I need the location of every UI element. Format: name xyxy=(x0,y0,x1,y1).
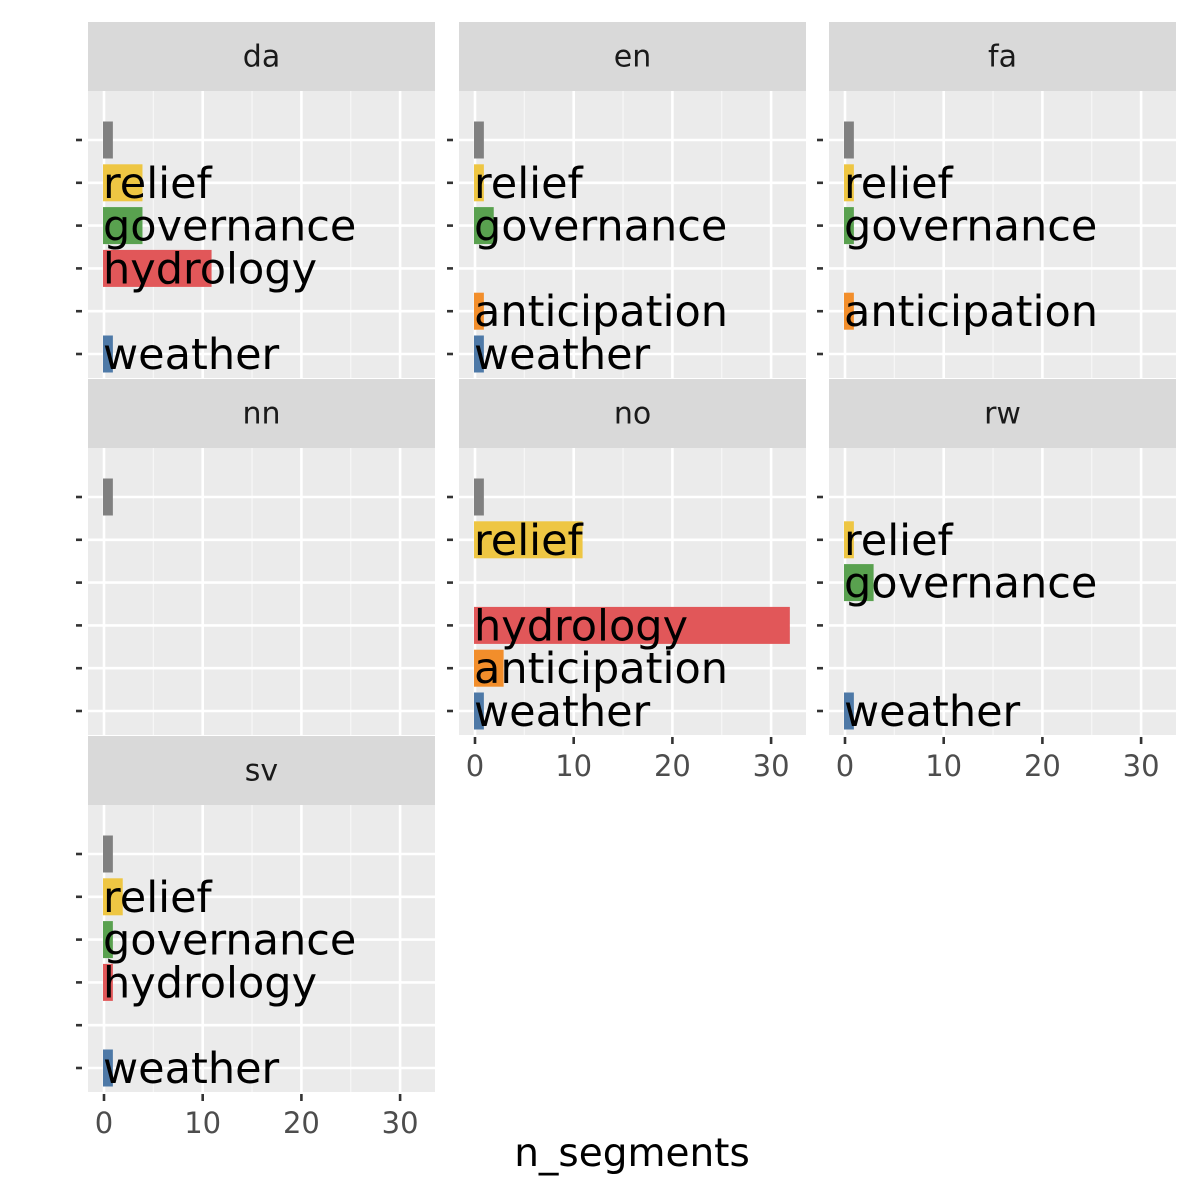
bar-anticipation xyxy=(844,292,854,330)
bar-weather xyxy=(844,692,854,730)
bar-governance xyxy=(103,207,143,245)
facet-strip-label: nn xyxy=(242,397,280,432)
bar-governance xyxy=(844,207,854,245)
x-tick-label: 30 xyxy=(1123,749,1160,783)
bar-unlabeled xyxy=(474,478,484,516)
bar-weather xyxy=(474,692,484,730)
bar-label-weather: weather xyxy=(103,1044,280,1094)
bar-weather xyxy=(103,335,113,373)
facet-panels: dareliefgovernancehydrologyweatherenreli… xyxy=(76,22,1176,1140)
bar-label-weather: weather xyxy=(474,687,651,737)
bar-relief xyxy=(474,521,583,559)
x-tick-label: 0 xyxy=(95,1106,113,1140)
bar-label-hydrology: hydrology xyxy=(103,958,317,1008)
bar-label-hydrology: hydrology xyxy=(103,244,317,294)
bar-label-governance: governance xyxy=(103,202,356,252)
x-tick-label: 20 xyxy=(1024,749,1061,783)
x-tick-label: 10 xyxy=(925,749,962,783)
facet-strip xyxy=(88,22,435,91)
bar-label-relief: relief xyxy=(474,516,584,566)
bar-relief xyxy=(474,164,484,202)
bar-governance xyxy=(474,207,494,245)
facet-strip-label: fa xyxy=(988,40,1017,75)
bar-label-relief: relief xyxy=(844,159,954,209)
x-tick-label: 10 xyxy=(555,749,592,783)
bar-label-relief: relief xyxy=(103,873,213,923)
x-tick-label: 20 xyxy=(283,1106,320,1140)
bar-unlabeled xyxy=(103,121,113,159)
facet-strip-label: da xyxy=(243,40,280,75)
bar-relief xyxy=(103,164,143,202)
facet-panel-nn: nn xyxy=(76,379,435,735)
x-tick-label: 30 xyxy=(382,1106,419,1140)
bar-governance xyxy=(103,921,113,959)
facet-strip xyxy=(459,22,806,91)
facet-strip-label: sv xyxy=(245,754,278,789)
bar-unlabeled xyxy=(844,121,854,159)
bar-label-relief: relief xyxy=(474,159,584,209)
facet-strip-label: en xyxy=(614,40,651,75)
bar-label-anticipation: anticipation xyxy=(474,644,728,694)
facet-strip-label: rw xyxy=(984,397,1021,432)
bar-label-anticipation: anticipation xyxy=(844,287,1098,337)
bar-hydrology xyxy=(103,963,113,1001)
bar-label-hydrology: hydrology xyxy=(474,601,688,651)
facet-strip xyxy=(88,379,435,448)
bar-label-weather: weather xyxy=(474,330,651,380)
bar-label-weather: weather xyxy=(844,687,1021,737)
bar-unlabeled xyxy=(103,478,113,516)
bar-label-governance: governance xyxy=(474,202,727,252)
bar-relief xyxy=(103,878,123,916)
panel-background xyxy=(88,448,435,735)
facet-strip xyxy=(829,22,1176,91)
bar-unlabeled xyxy=(103,835,113,873)
bar-label-governance: governance xyxy=(103,916,356,966)
bar-label-relief: relief xyxy=(844,516,954,566)
x-tick-label: 20 xyxy=(654,749,691,783)
x-tick-label: 10 xyxy=(184,1106,221,1140)
bar-anticipation xyxy=(474,649,504,687)
facet-strip xyxy=(88,736,435,805)
bar-label-weather: weather xyxy=(103,330,280,380)
facet-strip xyxy=(459,379,806,448)
x-axis-title: n_segments xyxy=(514,1131,750,1176)
bar-unlabeled xyxy=(474,121,484,159)
facet-strip xyxy=(829,379,1176,448)
bar-weather xyxy=(103,1049,113,1087)
x-tick-label: 0 xyxy=(836,749,854,783)
x-tick-label: 30 xyxy=(753,749,790,783)
bar-weather xyxy=(474,335,484,373)
bar-anticipation xyxy=(474,292,484,330)
bar-hydrology xyxy=(474,606,790,644)
bar-relief xyxy=(844,521,854,559)
bar-hydrology xyxy=(103,249,212,287)
bar-label-relief: relief xyxy=(103,159,213,209)
bar-governance xyxy=(844,564,874,602)
bar-label-governance: governance xyxy=(844,559,1097,609)
x-tick-label: 0 xyxy=(466,749,484,783)
bar-label-anticipation: anticipation xyxy=(474,287,728,337)
facet-strip-label: no xyxy=(614,397,651,432)
bar-relief xyxy=(844,164,854,202)
bar-label-governance: governance xyxy=(844,202,1097,252)
